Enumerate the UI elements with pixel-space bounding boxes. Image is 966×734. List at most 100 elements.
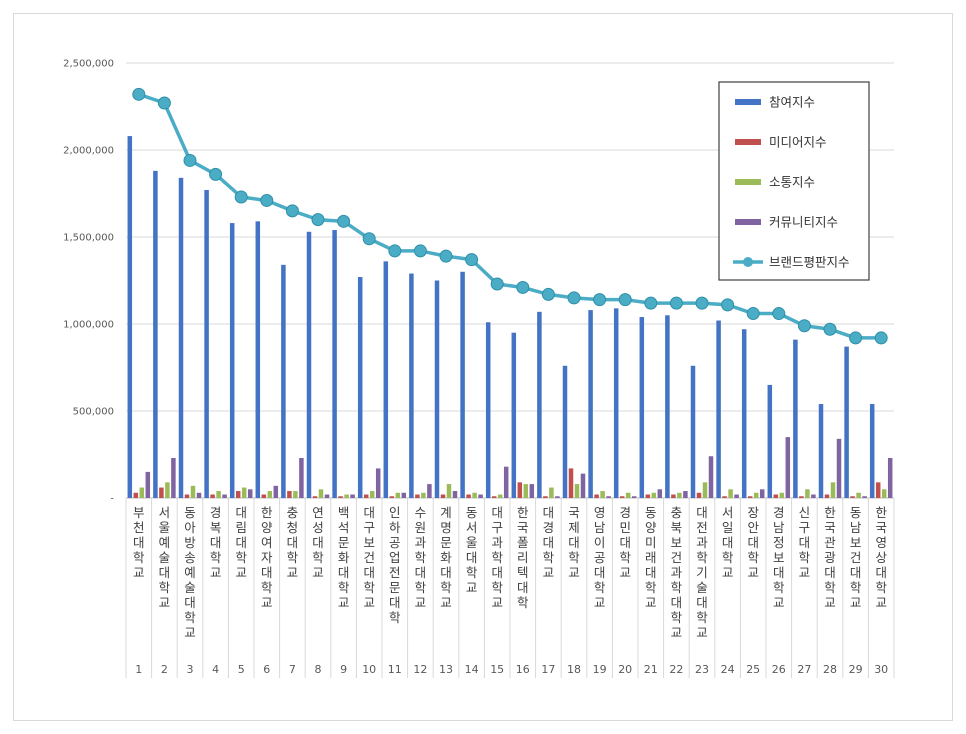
bar-1: [204, 190, 209, 498]
bar-2: [287, 491, 292, 498]
legend-label: 브랜드평판지수: [769, 255, 850, 270]
bar-1: [818, 404, 824, 498]
bar-4: [171, 457, 176, 498]
bar-3: [625, 492, 631, 498]
bar-3: [421, 492, 426, 498]
bar-1: [383, 261, 389, 498]
line-point: [234, 190, 248, 204]
bar-3: [190, 485, 196, 498]
bar-4: [862, 496, 867, 498]
bar-1: [281, 264, 286, 498]
line-point: [362, 232, 376, 246]
bar-2: [363, 494, 369, 498]
x-rank-label: 12: [413, 663, 427, 676]
x-rank-label: 30: [874, 663, 888, 676]
bar-4: [555, 496, 560, 498]
bar-4: [427, 484, 432, 498]
y-tick-label: 1,000,000: [63, 320, 114, 331]
bar-3: [293, 491, 298, 498]
x-rank-label: 14: [465, 663, 479, 676]
bar-2: [491, 496, 497, 498]
bar-3: [549, 487, 554, 498]
x-rank-label: 7: [289, 663, 296, 676]
bar-1: [153, 170, 158, 498]
x-rank-label: 18: [567, 663, 581, 676]
bar-2: [619, 496, 625, 498]
bar-1: [588, 310, 593, 498]
bar-4: [324, 494, 330, 498]
bar-3: [702, 482, 708, 498]
line-point: [183, 153, 197, 167]
bar-3: [318, 489, 324, 498]
x-rank-label: 19: [593, 663, 607, 676]
bar-2: [415, 494, 420, 498]
bar-1: [844, 346, 849, 498]
bar-3: [267, 491, 273, 498]
line-point: [439, 249, 453, 263]
bar-1: [767, 384, 773, 498]
bar-4: [222, 494, 227, 498]
bar-3: [753, 492, 759, 498]
bar-4: [734, 494, 739, 498]
bar-4: [606, 496, 611, 498]
bar-1: [460, 271, 465, 498]
line-point: [618, 293, 632, 307]
line-point: [132, 87, 146, 101]
x-rank-label: 28: [823, 663, 837, 676]
bar-4: [452, 491, 458, 498]
bar-1: [613, 308, 619, 498]
bar-2: [645, 494, 651, 498]
line-point: [721, 298, 735, 312]
bar-3: [369, 491, 375, 498]
line-point: [567, 291, 581, 305]
bar-2: [261, 494, 267, 498]
chart-frame: - 500,000 1,000,000 1,500,000 2,000,000 2,500…: [13, 13, 953, 721]
bar-2: [133, 492, 139, 498]
bar-2: [517, 482, 523, 498]
x-rank-label: 26: [772, 663, 786, 676]
bar-2: [722, 496, 727, 498]
bar-1: [665, 315, 670, 498]
line-point: [413, 244, 427, 258]
x-rank-label: 22: [669, 663, 683, 676]
bar-2: [594, 494, 599, 498]
bar-1: [332, 230, 337, 499]
line-point: [490, 277, 504, 291]
bar-4: [503, 466, 509, 498]
x-rank-label: 17: [541, 663, 555, 676]
line-point: [772, 307, 786, 321]
bar-3: [856, 492, 861, 498]
bar-4: [350, 494, 355, 498]
y-tick-label: 2,500,000: [63, 59, 114, 70]
bar-1: [716, 320, 721, 498]
bar-4: [811, 494, 816, 498]
bar-1: [793, 339, 798, 498]
x-rank-label: 15: [490, 663, 504, 676]
bar-3: [241, 487, 247, 498]
legend-label: 참여지수: [769, 95, 815, 110]
bar-4: [759, 489, 765, 498]
bar-1: [229, 223, 235, 498]
x-rank-label: 5: [238, 663, 245, 676]
line-point: [644, 296, 658, 310]
bar-4: [375, 468, 381, 498]
x-rank-label: 21: [644, 663, 658, 676]
bar-2: [696, 492, 702, 498]
x-rank-label: 29: [849, 663, 863, 676]
bar-1: [511, 332, 517, 498]
bar-4: [887, 457, 893, 498]
